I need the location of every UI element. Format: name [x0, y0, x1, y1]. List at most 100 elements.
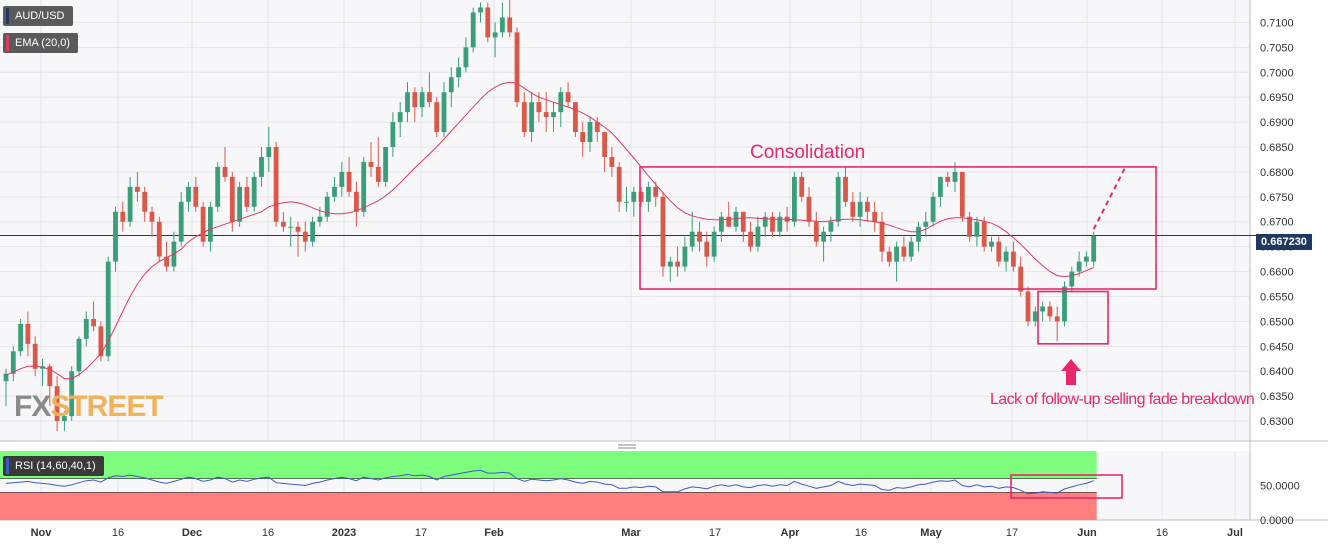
main-pane — [0, 0, 1250, 441]
candle-body — [762, 216, 768, 227]
candle-body — [135, 186, 140, 192]
candle-body — [492, 32, 498, 38]
candle-body — [470, 12, 476, 48]
rsi-overbought-zone — [0, 451, 1097, 479]
y-tick-label: 0.6700 — [1260, 217, 1294, 229]
y-tick-label: 0.6950 — [1260, 92, 1294, 104]
candle-body — [156, 221, 162, 257]
candle-body — [755, 226, 761, 247]
x-tick-label: Jul — [1227, 527, 1243, 539]
candle-body — [821, 231, 826, 242]
candle-body — [405, 92, 410, 113]
candle-body — [25, 323, 31, 344]
x-tick-label: 16 — [262, 527, 274, 539]
candle-body — [229, 176, 235, 222]
candle-body — [908, 241, 914, 257]
candle-body — [974, 221, 980, 237]
candle-body — [594, 122, 600, 133]
candle-body — [317, 216, 323, 222]
consolidation-label: Consolidation — [750, 142, 866, 163]
y-tick-label: 0.6350 — [1260, 391, 1294, 403]
candle-body — [208, 206, 213, 242]
candle-body — [514, 32, 520, 103]
breakdown-box — [1037, 290, 1109, 345]
x-tick-label: 2023 — [332, 527, 356, 539]
candle-body — [565, 92, 571, 103]
candle-body — [1084, 256, 1089, 262]
candle-body — [215, 166, 221, 207]
ema-label: EMA (20,0) — [15, 37, 71, 49]
candle-body — [711, 231, 717, 257]
candle-body — [529, 102, 534, 133]
candle-body — [1011, 251, 1016, 267]
candle-body — [828, 221, 834, 232]
candle-body — [901, 246, 907, 257]
candle-body — [843, 176, 848, 202]
y-tick-label: 0.6550 — [1260, 291, 1294, 303]
ema-swatch — [6, 35, 9, 51]
candle-body — [857, 201, 863, 217]
candle-body — [18, 323, 23, 352]
candle-body — [397, 112, 403, 123]
candle-body — [383, 147, 388, 182]
candle-body — [193, 186, 199, 207]
y-tick-label: 0.6750 — [1260, 192, 1294, 204]
candle-body — [1062, 286, 1067, 322]
candle-body — [850, 201, 856, 217]
candle-body — [448, 77, 454, 93]
x-tick-label: 17 — [415, 527, 427, 539]
candle-body — [32, 343, 38, 369]
candle-body — [726, 216, 732, 227]
y-tick-label: 0.6900 — [1260, 117, 1294, 129]
candle-body — [419, 92, 425, 108]
candle-body — [69, 371, 75, 417]
candle-body — [332, 186, 337, 197]
candle-body — [616, 166, 622, 202]
rsi-swatch — [6, 458, 9, 474]
rsi-y-tick-label: 0.0000 — [1260, 515, 1294, 527]
x-tick-label: May — [920, 527, 942, 539]
pair-legend[interactable]: AUD/USD — [3, 6, 73, 26]
rsi-legend[interactable]: RSI (14,60,40,1) — [3, 456, 104, 476]
candle-body — [339, 171, 345, 187]
candle-body — [835, 176, 841, 222]
candle-body — [551, 112, 556, 118]
consolidation-box — [639, 166, 1157, 290]
candle-body — [748, 231, 753, 247]
candle-body — [76, 338, 82, 372]
candle-body — [485, 7, 491, 38]
candle-body — [894, 246, 899, 262]
x-tick-label: Nov — [31, 527, 53, 539]
rsi-line — [5, 469, 1094, 495]
candle-body — [62, 416, 67, 422]
x-tick-label: 16 — [1156, 527, 1168, 539]
y-tick-label: 0.6400 — [1260, 366, 1294, 378]
candle-body — [368, 161, 374, 167]
candle-body — [682, 246, 688, 267]
candle-body — [777, 216, 783, 232]
ema-legend[interactable]: EMA (20,0) — [3, 33, 79, 53]
candle-body — [10, 351, 16, 374]
candle-body — [916, 226, 921, 242]
candle-body — [740, 211, 746, 232]
candle-body — [178, 201, 184, 242]
candle-body — [675, 261, 680, 267]
y-tick-label: 0.6850 — [1260, 142, 1294, 154]
pair-label: AUD/USD — [15, 10, 65, 22]
candle-body — [923, 221, 929, 227]
candle-body — [1076, 261, 1082, 272]
candle-body — [872, 211, 878, 222]
candle-body — [558, 92, 564, 113]
candle-body — [1003, 251, 1009, 262]
x-tick-label: Apr — [781, 527, 801, 539]
candle-body — [83, 318, 89, 339]
candle-body — [886, 251, 892, 262]
candle-body — [879, 221, 885, 252]
candle-body — [120, 211, 126, 222]
candle-body — [149, 211, 155, 222]
candle-body — [434, 102, 440, 133]
candle-body — [806, 196, 812, 222]
candle-body — [507, 17, 513, 33]
candle-body — [361, 161, 367, 212]
candle-body — [689, 231, 695, 247]
